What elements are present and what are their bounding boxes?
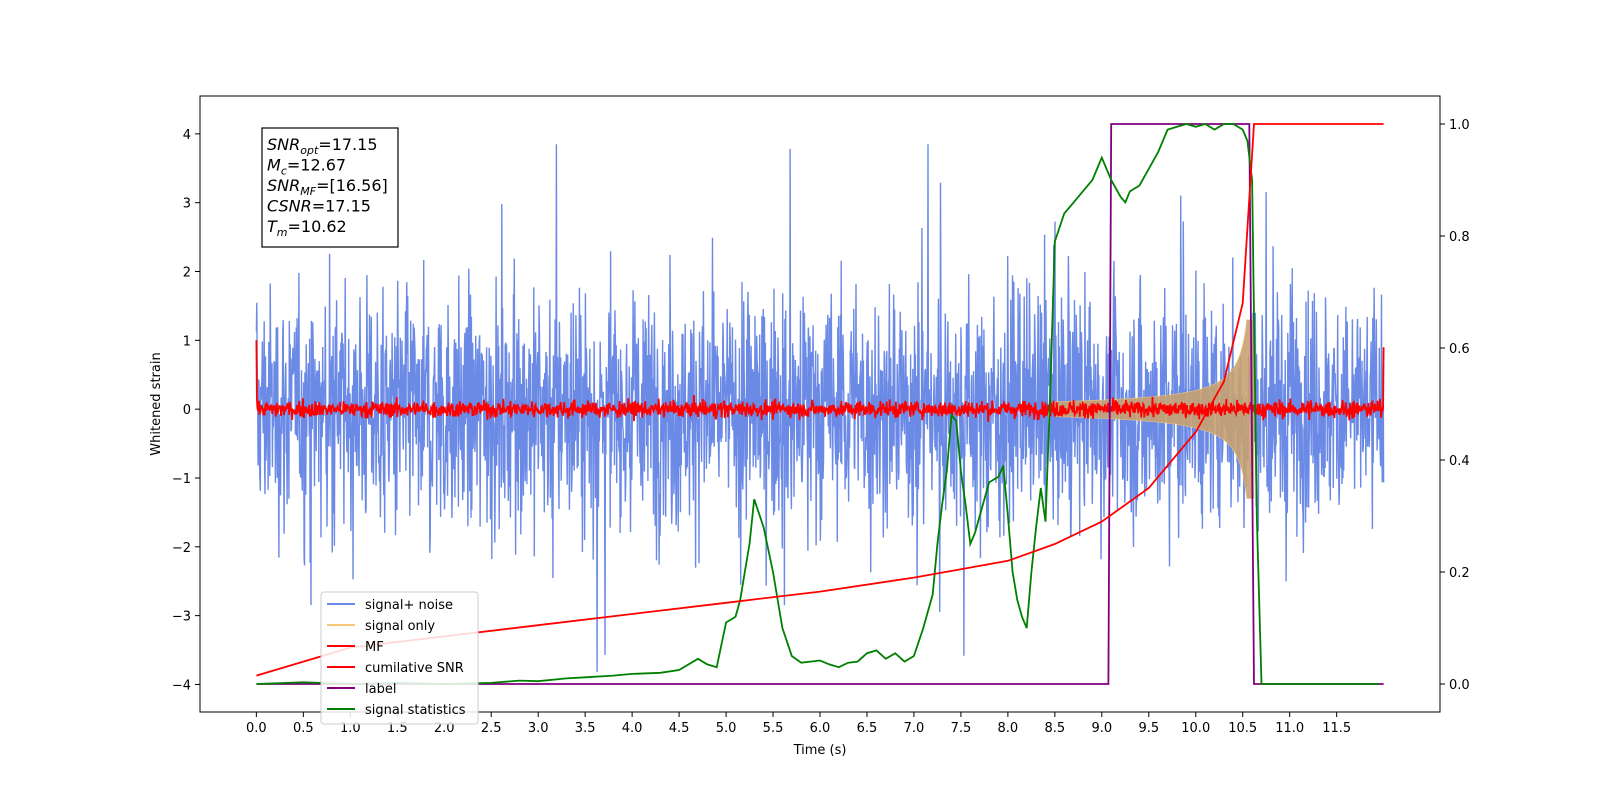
y-tick-label-right: 0.6 [1449, 342, 1470, 357]
x-tick-label: 0.0 [246, 721, 267, 736]
x-tick-label: 11.5 [1322, 721, 1351, 736]
stats-annotation: SNRopt=17.15Mc=12.67SNRMF=[16.56]CSNR=17… [261, 127, 399, 248]
legend-label: cumilative SNR [365, 661, 464, 676]
legend-label: MF [365, 640, 384, 655]
y-tick-label-left: 4 [183, 128, 191, 143]
x-tick-label: 3.0 [528, 721, 549, 736]
legend-label: signal only [365, 619, 435, 634]
x-tick-label: 4.5 [669, 721, 690, 736]
y-tick-label-right: 0.4 [1449, 454, 1470, 469]
legend-label: signal+ noise [365, 598, 453, 613]
x-tick-label: 3.5 [575, 721, 596, 736]
x-tick-label: 9.5 [1138, 721, 1159, 736]
y-axis-title: Whitened strain [149, 352, 164, 455]
annotation-line: SNRopt=17.15 [267, 135, 378, 157]
x-tick-label: 2.0 [434, 721, 455, 736]
x-tick-label: 6.0 [810, 721, 831, 736]
x-tick-label: 1.5 [387, 721, 408, 736]
legend-frame [320, 591, 479, 725]
x-tick-label: 4.0 [622, 721, 643, 736]
x-tick-label: 0.5 [293, 721, 314, 736]
y-tick-label-left: 1 [183, 334, 191, 349]
y-tick-label-right: 0.0 [1449, 678, 1470, 693]
annotation-line: Mc=12.67 [267, 156, 346, 178]
x-tick-label: 1.0 [340, 721, 361, 736]
legend-label: label [365, 682, 396, 697]
annotation-line: SNRMF=[16.56] [267, 176, 388, 198]
annotation-box [261, 127, 399, 248]
legend: signal+ noise signal only MF cumilative SNR… [320, 591, 479, 725]
series-signal-statistics [256, 123, 1379, 685]
y-tick-label-right: 1.0 [1449, 118, 1470, 133]
y-tick-label-left: −4 [172, 678, 191, 693]
x-tick-label: 10.0 [1181, 721, 1210, 736]
annotation-line: CSNR=17.15 [267, 197, 371, 216]
x-tick-label: 9.0 [1091, 721, 1112, 736]
annotation-line: Tm=10.62 [267, 217, 347, 239]
series-mf [255, 340, 1385, 423]
series-signal-noise [255, 144, 1385, 673]
y-tick-label-left: 3 [183, 197, 191, 212]
x-tick-label: 8.5 [1045, 721, 1066, 736]
y-tick-label-right: 0.2 [1449, 566, 1470, 581]
x-tick-label: 8.0 [998, 721, 1019, 736]
x-tick-label: 7.0 [904, 721, 925, 736]
legend-label: signal statistics [365, 703, 466, 718]
series-cumulative-snr [256, 123, 1384, 677]
x-tick-label: 7.5 [951, 721, 972, 736]
x-tick-label: 5.5 [763, 721, 784, 736]
y-tick-label-left: −1 [172, 472, 191, 487]
x-tick-label: 11.0 [1275, 721, 1304, 736]
x-tick-label: 6.5 [857, 721, 878, 736]
x-tick-label: 5.0 [716, 721, 737, 736]
x-tick-label: 2.5 [481, 721, 502, 736]
x-tick-label: 10.5 [1228, 721, 1257, 736]
x-axis-title: Time (s) [793, 743, 847, 758]
y-tick-label-left: −3 [172, 610, 191, 625]
y-tick-label-right: 0.8 [1449, 230, 1470, 245]
y-tick-label-left: 0 [183, 403, 191, 418]
y-tick-label-left: −2 [172, 541, 191, 556]
y-tick-label-left: 2 [183, 266, 191, 281]
